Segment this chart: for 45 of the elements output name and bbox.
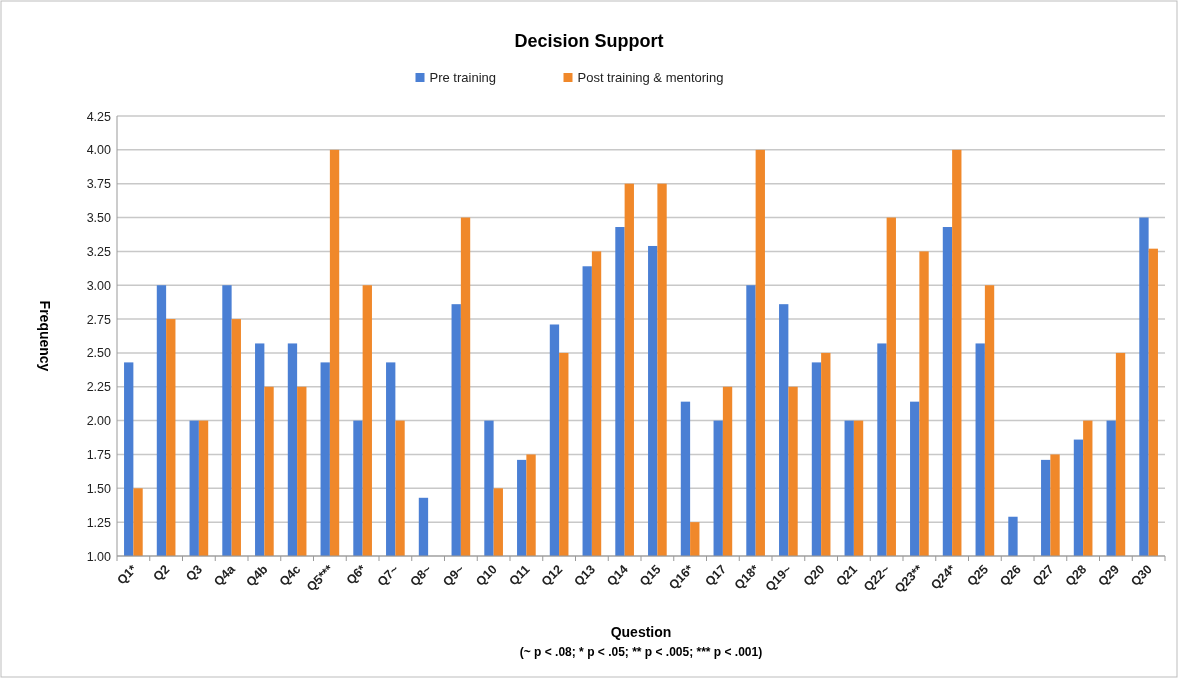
x-tick-label: Q26 (997, 562, 1024, 589)
x-tick-label: Q10 (473, 562, 500, 589)
x-tick-label: Q4c (276, 562, 304, 589)
y-tick-label: 2.25 (86, 380, 112, 395)
legend-label: Post training & mentoring (577, 70, 724, 85)
legend-label: Pre training (429, 70, 496, 85)
y-tick-label: 4.00 (86, 143, 112, 158)
x-tick-label: Q13 (571, 562, 599, 589)
x-tick-label: Q1* (114, 562, 140, 588)
x-tick-label: Q29 (1095, 562, 1123, 589)
x-tick-label: Q4b (243, 561, 271, 590)
x-tick-label: Q25 (964, 562, 992, 589)
x-tick-label: Q30 (1128, 562, 1155, 589)
y-axis-title: Frequency (37, 300, 53, 372)
y-tick-label: 2.50 (86, 346, 112, 361)
x-tick-label: Q14 (604, 562, 631, 589)
y-tick-label: 1.50 (86, 481, 112, 496)
y-tick-label: 3.00 (86, 278, 112, 293)
y-tick-label: 4.25 (86, 109, 112, 124)
x-tick-label: Q27 (1029, 562, 1057, 589)
x-tick-label: Q17 (702, 562, 730, 589)
x-tick-label: Q3 (183, 562, 206, 584)
x-tick-label: Q2 (150, 562, 173, 584)
y-tick-label: 1.25 (86, 515, 112, 530)
y-tick-label: 3.25 (86, 244, 112, 259)
x-axis-title: Question (610, 624, 672, 640)
x-tick-label: Q11 (506, 562, 533, 589)
y-tick-label: 2.00 (86, 414, 112, 429)
x-tick-label: Q8~ (407, 562, 435, 590)
x-tick-label: Q6* (343, 562, 369, 588)
x-tick-label: Q15 (636, 562, 664, 589)
chart-title: Decision Support (514, 31, 664, 51)
x-tick-label: Q7~ (374, 562, 402, 590)
x-tick-label: Q21 (833, 562, 861, 589)
y-tick-label: 2.75 (86, 312, 112, 327)
x-tick-label: Q4a (211, 561, 239, 589)
y-tick-label: 1.75 (86, 447, 112, 462)
x-tick-label: Q20 (800, 562, 828, 589)
x-tick-label: Q12 (538, 562, 566, 589)
x-tick-label: Q28 (1062, 562, 1090, 589)
x-tick-label: Q9~ (440, 562, 467, 590)
text: (~ p < .08; * p < .05; ** p < .005; *** p < .001) (519, 645, 763, 659)
y-tick-label: 3.50 (86, 211, 112, 226)
y-tick-label: 1.00 (86, 549, 112, 564)
y-tick-label: 3.75 (86, 177, 112, 192)
